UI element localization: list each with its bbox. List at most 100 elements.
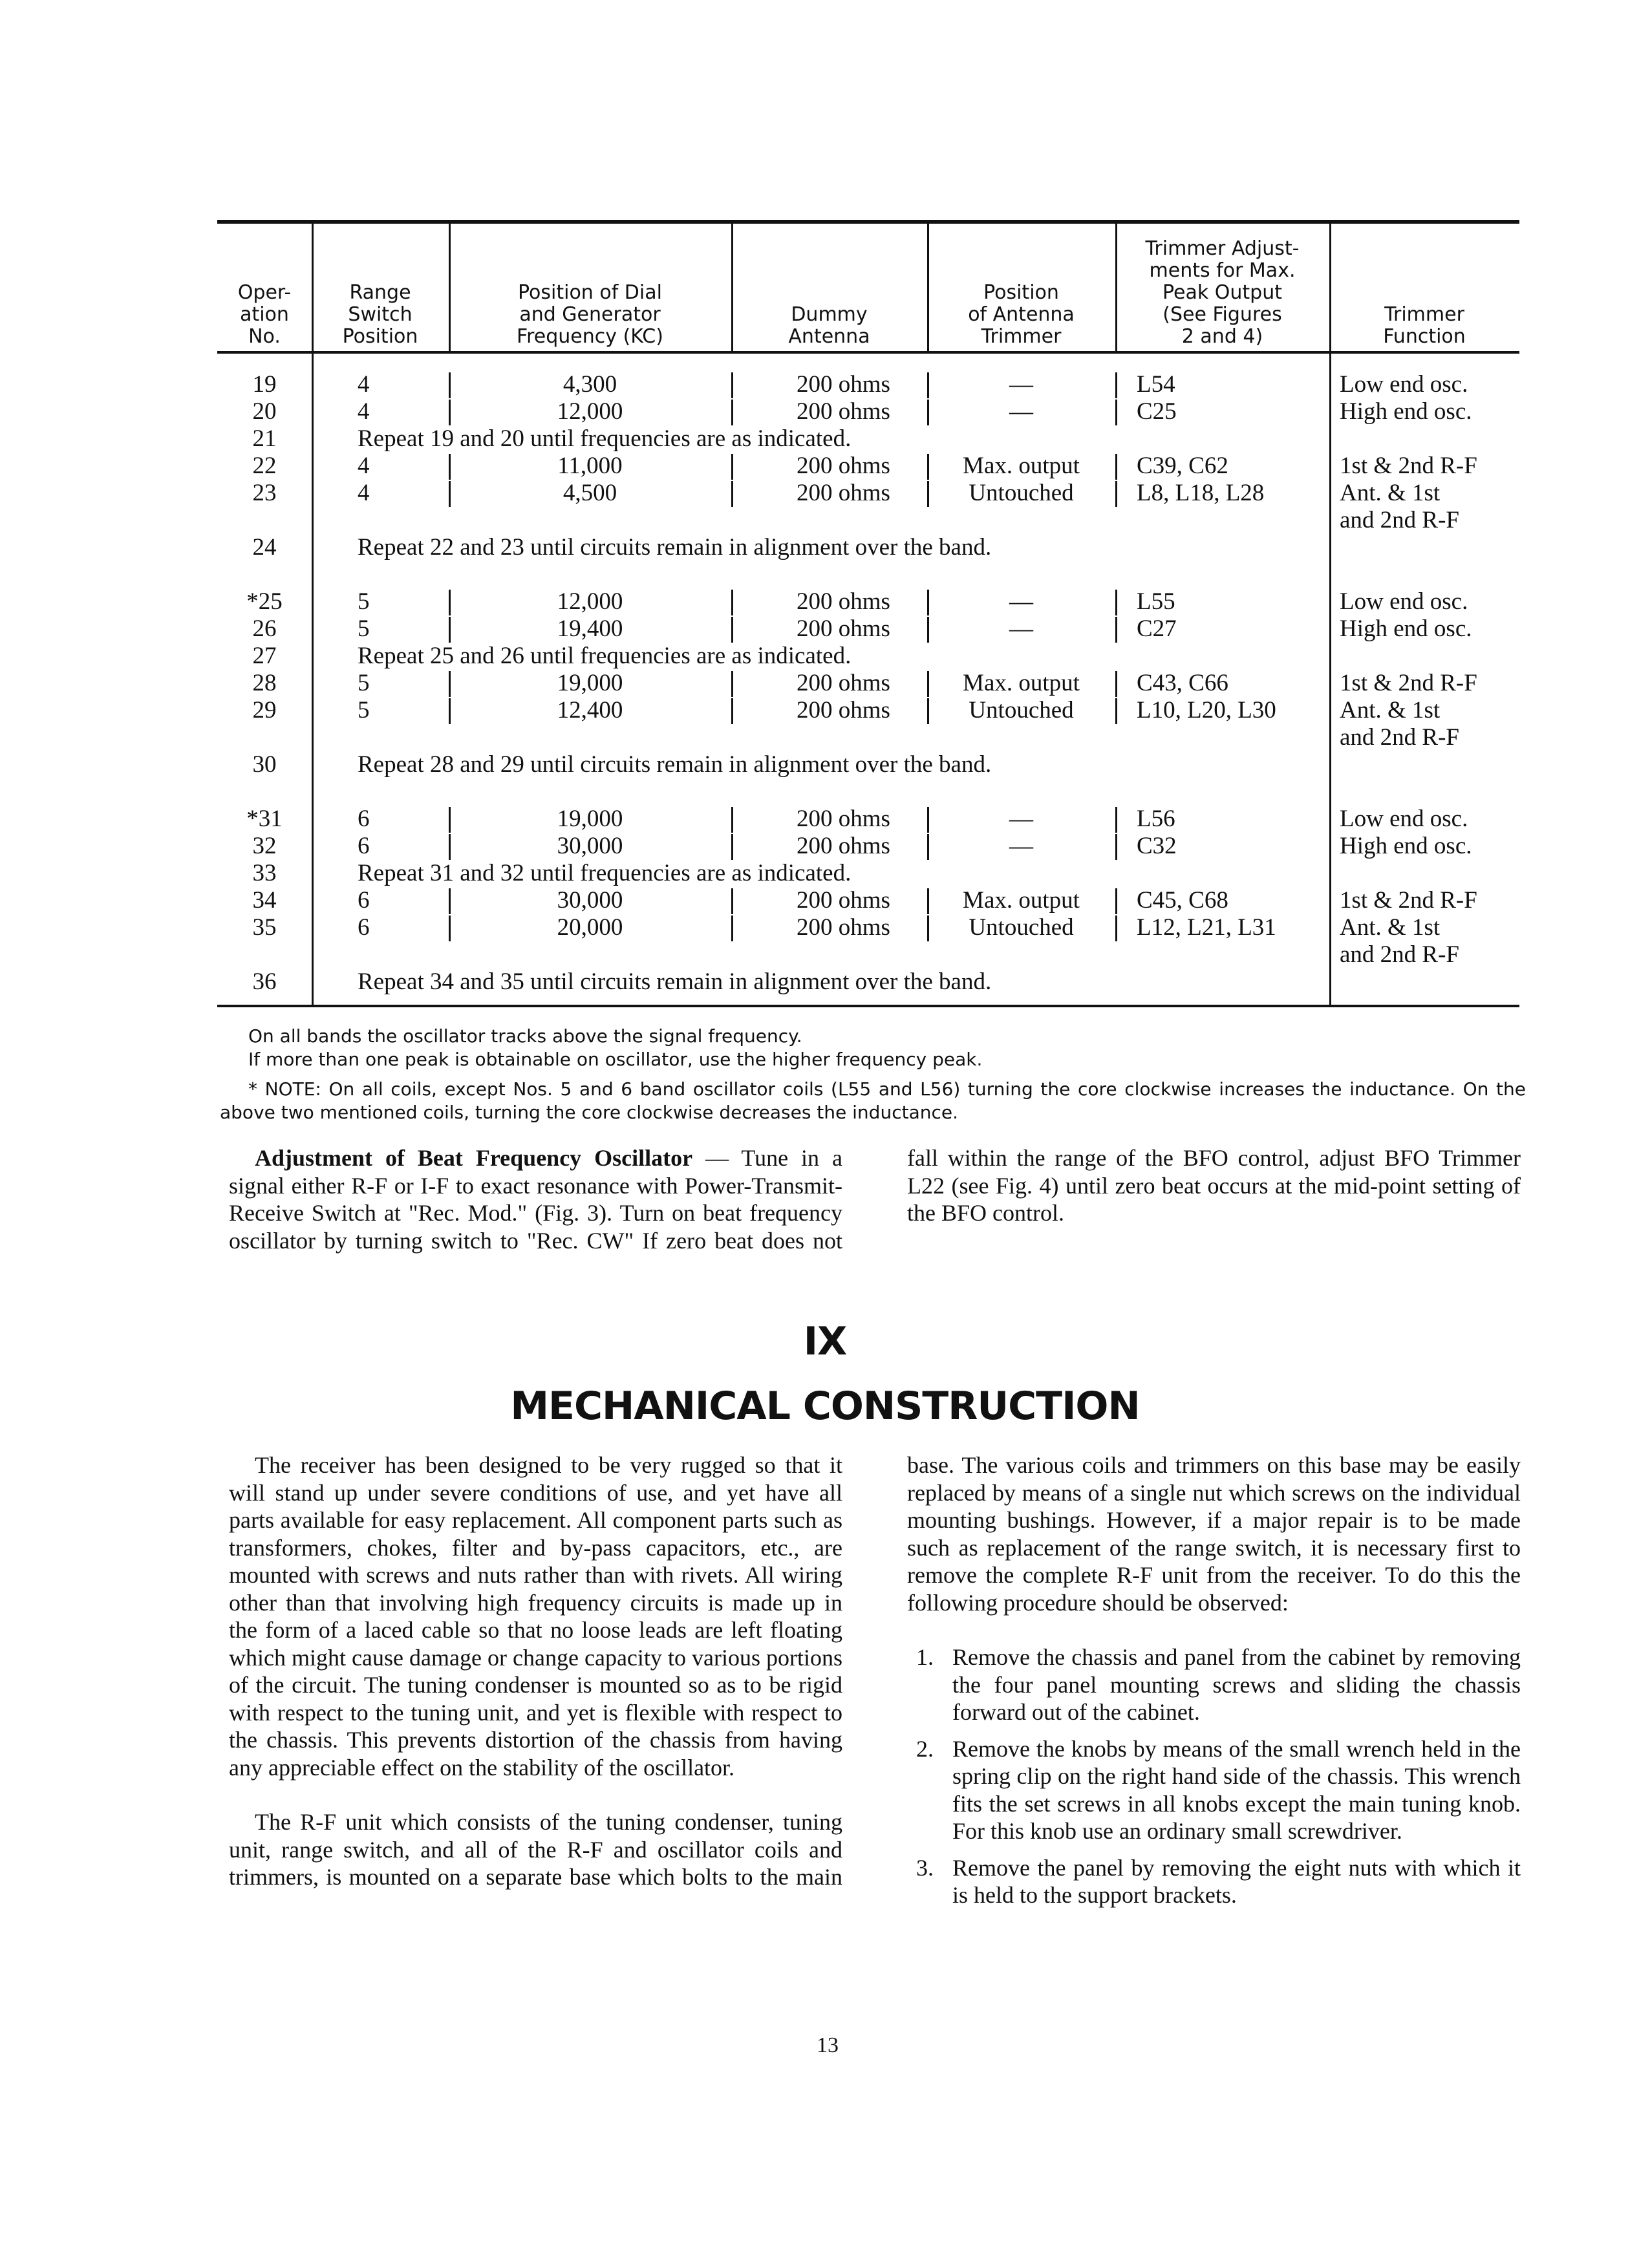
step-text: Remove the panel by removing the eight n… <box>952 1854 1521 1909</box>
trimmer-function: 1st & 2nd R-F <box>1340 453 1477 479</box>
header-line: ments for Max. <box>1149 259 1296 282</box>
column-divider <box>927 888 929 914</box>
column-divider <box>1115 807 1117 833</box>
range-position: 4 <box>358 398 370 425</box>
generator-frequency: 12,000 <box>557 398 623 425</box>
column-divider <box>1115 915 1117 941</box>
column-divider <box>927 807 929 833</box>
body-columns: The receiver has been designed to be ver… <box>229 1451 1521 2020</box>
column-divider <box>731 617 733 643</box>
column-divider <box>1115 400 1117 425</box>
antenna-trimmer-position: Untouched <box>969 480 1074 506</box>
header-line: No. <box>248 325 281 348</box>
trimmer-function: High end osc. <box>1340 398 1472 425</box>
column-divider <box>449 400 451 425</box>
section-title: MECHANICAL CONSTRUCTION <box>510 1384 1140 1429</box>
repeat-instruction: Repeat 19 and 20 until frequencies are a… <box>358 425 852 452</box>
column-divider <box>731 671 733 697</box>
operation-number: 36 <box>252 968 277 995</box>
operation-number: 32 <box>252 833 277 859</box>
column-divider <box>927 454 929 480</box>
dummy-antenna: 200 ohms <box>797 887 890 914</box>
column-divider <box>927 617 929 643</box>
step-text: Remove the chassis and panel from the ca… <box>952 1644 1521 1725</box>
header-line: Position <box>342 325 418 348</box>
range-position: 5 <box>358 697 370 723</box>
column-divider <box>1115 888 1117 914</box>
header-line: Trimmer <box>1384 303 1464 326</box>
column-header: Oper-ation No. <box>217 282 312 348</box>
antenna-trimmer-position: — <box>1009 398 1033 425</box>
column-divider <box>1115 224 1117 351</box>
column-header: Position of Dial and Generator Frequency (… <box>449 282 731 348</box>
bfo-paragraph: Adjustment of Beat Frequency Oscillator … <box>229 1144 1521 1261</box>
column-divider <box>927 372 929 398</box>
column-divider <box>927 224 929 351</box>
generator-frequency: 12,000 <box>557 588 623 615</box>
operation-number: 29 <box>252 697 277 723</box>
column-divider <box>449 915 451 941</box>
table-bottom-rule <box>217 1005 1519 1007</box>
column-divider <box>927 400 929 425</box>
step-number: 2. <box>916 1735 934 1762</box>
repeat-instruction: Repeat 34 and 35 until circuits remain i… <box>358 968 992 995</box>
operation-number: 20 <box>252 398 277 425</box>
trimmer-function: 1st & 2nd R-F <box>1340 670 1477 696</box>
operation-number: 26 <box>252 615 277 642</box>
generator-frequency: 4,500 <box>562 480 617 506</box>
procedure-step: 1. Remove the chassis and panel from the … <box>907 1643 1521 1726</box>
procedure-step: 2. Remove the knobs by means of the small… <box>907 1735 1521 1845</box>
column-divider <box>1115 372 1117 398</box>
range-position: 5 <box>358 615 370 642</box>
step-number: 1. <box>916 1644 934 1670</box>
dummy-antenna: 200 ohms <box>797 371 890 398</box>
trimmer-function: and 2nd R-F <box>1340 941 1459 968</box>
trimmer-adjustment: C25 <box>1137 398 1177 425</box>
note-line-2: If more than one peak is obtainable on o… <box>248 1049 983 1070</box>
operation-number: 28 <box>252 670 277 696</box>
antenna-trimmer-position: — <box>1009 588 1033 615</box>
column-divider <box>449 834 451 860</box>
trimmer-adjustment: L54 <box>1137 371 1175 398</box>
trimmer-adjustment: C45, C68 <box>1137 887 1228 914</box>
procedure-list: 1. Remove the chassis and panel from the … <box>907 1643 1521 1909</box>
header-line: (See Figures <box>1162 303 1282 326</box>
column-divider <box>731 224 733 351</box>
dummy-antenna: 200 ohms <box>797 453 890 479</box>
range-position: 4 <box>358 480 370 506</box>
antenna-trimmer-position: — <box>1009 371 1033 398</box>
antenna-trimmer-position: Max. output <box>963 453 1080 479</box>
header-line: Function <box>1383 325 1466 348</box>
dummy-antenna: 200 ohms <box>797 480 890 506</box>
operation-number: 33 <box>252 860 277 886</box>
range-position: 6 <box>358 914 370 941</box>
trimmer-adjustment: C27 <box>1137 615 1177 642</box>
operation-number: 21 <box>252 425 277 452</box>
column-divider <box>1115 698 1117 724</box>
antenna-trimmer-position: Max. output <box>963 887 1080 914</box>
trimmer-adjustment: C43, C66 <box>1137 670 1228 696</box>
column-divider <box>731 590 733 615</box>
operation-number: *31 <box>246 806 283 832</box>
trimmer-adjustment: L12, L21, L31 <box>1137 914 1276 941</box>
column-divider <box>731 698 733 724</box>
step-number: 3. <box>916 1854 934 1881</box>
range-position: 6 <box>358 887 370 914</box>
column-divider <box>1115 617 1117 643</box>
column-divider <box>449 888 451 914</box>
dummy-antenna: 200 ohms <box>797 914 890 941</box>
column-divider <box>449 224 451 351</box>
section-number: IX <box>803 1319 848 1364</box>
column-divider <box>449 372 451 398</box>
header-line: Position of Dial <box>518 281 662 304</box>
column-divider <box>927 590 929 615</box>
generator-frequency: 19,000 <box>557 806 623 832</box>
range-position: 6 <box>358 833 370 859</box>
column-divider <box>731 400 733 425</box>
column-divider <box>927 915 929 941</box>
step-text: Remove the knobs by means of the small w… <box>952 1735 1521 1845</box>
trimmer-function: High end osc. <box>1340 833 1472 859</box>
operation-number: 35 <box>252 914 277 941</box>
operation-number: 23 <box>252 480 277 506</box>
operation-number: 34 <box>252 887 277 914</box>
